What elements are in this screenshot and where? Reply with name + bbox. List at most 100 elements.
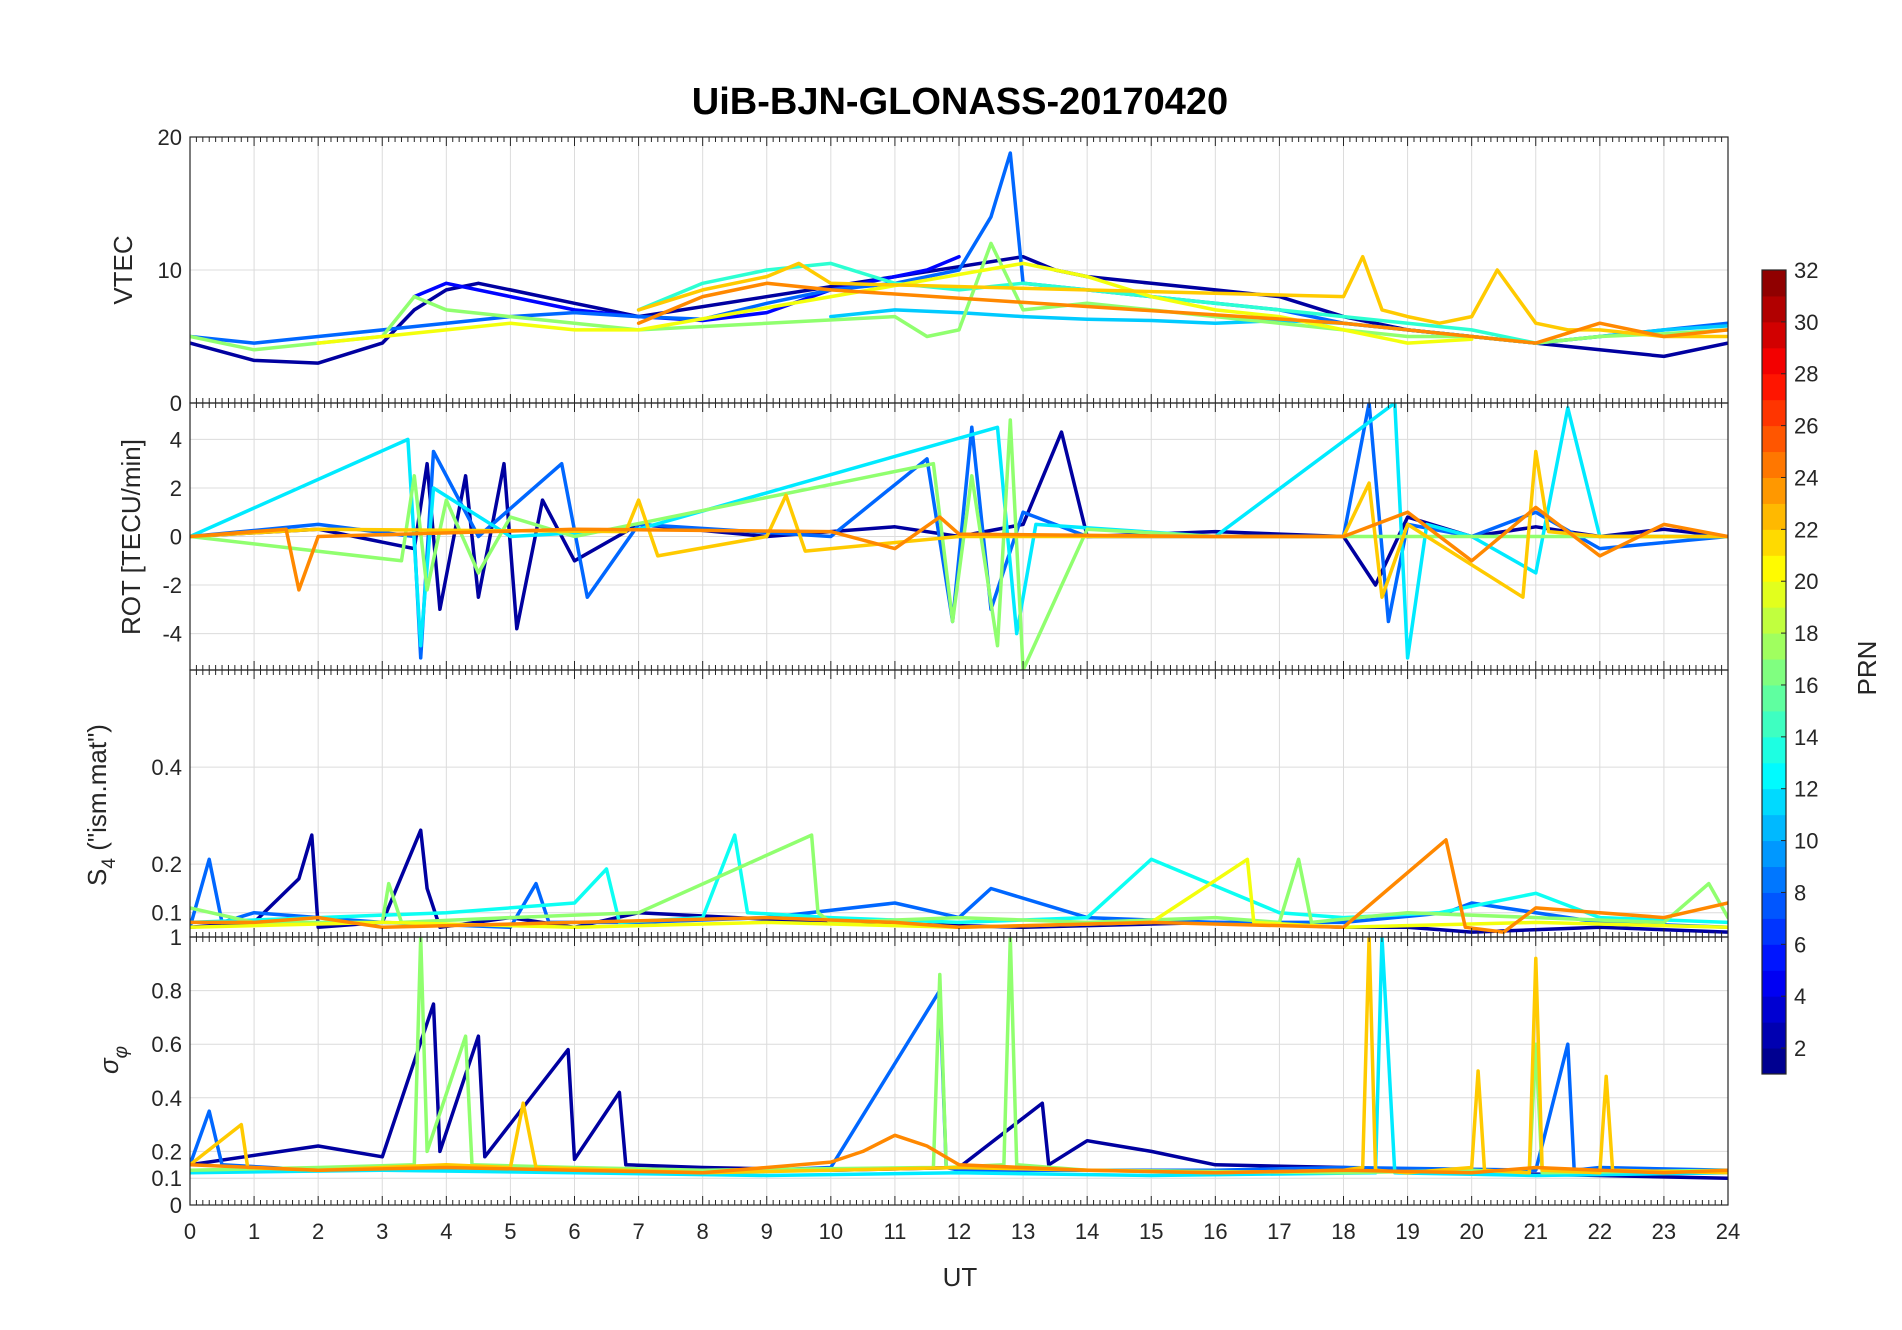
colorbar-label: PRN [1852,641,1882,696]
colorbar-band [1762,788,1786,816]
ytick-label-sigma: 0.6 [151,1032,182,1057]
colorbar-band [1762,762,1786,790]
xtick-label: 17 [1267,1219,1291,1244]
colorbar-tick-label: 2 [1794,1036,1806,1061]
ytick-label-rot: -4 [162,622,182,647]
ytick-label-rot: 4 [170,427,182,452]
ytick-label-sigma: 0.8 [151,979,182,1004]
colorbar-tick-label: 30 [1794,310,1818,335]
xtick-label: 10 [819,1219,843,1244]
ylabel-s4-main: S [82,869,112,886]
colorbar-band [1762,399,1786,427]
ytick-label-sigma: 0.2 [151,1139,182,1164]
colorbar-band [1762,633,1786,660]
ylabel-s4-sub: 4 [99,858,120,869]
series-group-rot [190,403,1728,670]
series-rot-prn-24 [190,505,1728,592]
ylabel-sigma-sub: φ [111,1046,132,1058]
ylabel-s4-rest: ("ism.mat") [82,724,112,858]
ytick-label-s4: 0.4 [151,755,182,780]
colorbar-band [1762,373,1786,401]
colorbar-tick-label: 16 [1794,673,1818,698]
colorbar-tick-label: 20 [1794,569,1818,594]
colorbar-band [1762,1022,1786,1049]
xlabel-ut: UT [943,1262,978,1292]
colorbar-tick-label: 24 [1794,465,1818,490]
xtick-label: 6 [568,1219,580,1244]
ytick-label-vtec: 0 [170,391,182,416]
series-group-sigma [190,937,1728,1180]
colorbar-band [1762,607,1786,634]
colorbar-band [1762,321,1786,349]
series-vtec-prn-20 [316,261,1474,345]
ytick-label-rot: -2 [162,573,182,598]
colorbar-band [1762,892,1786,919]
colorbar-band [1762,684,1786,712]
chart-title: UiB-BJN-GLONASS-20170420 [692,81,1228,123]
ylabel-vtec: VTEC [108,235,138,304]
colorbar-tick-label: 14 [1794,725,1818,750]
colorbar-band [1762,944,1786,971]
panel-s4: S4 ("ism.mat") 0.1 0.2 0.4 [82,669,1729,938]
xtick-label: 12 [947,1219,971,1244]
colorbar-tick-label: 28 [1794,362,1818,387]
colorbar-band [1762,425,1786,453]
xtick-label: 14 [1075,1219,1099,1244]
ytick-label-rot: 0 [170,525,182,550]
colorbar-tick-label: 26 [1794,414,1818,439]
colorbar-band [1762,295,1786,323]
colorbar-band [1762,996,1786,1023]
colorbar-band [1762,710,1786,738]
xtick-label: 2 [312,1219,324,1244]
colorbar-tick-label: 10 [1794,829,1818,854]
xtick-label: 13 [1011,1219,1035,1244]
colorbar-band [1762,451,1786,478]
colorbar-tick-label: 4 [1794,984,1806,1009]
xtick-label: 5 [504,1219,516,1244]
ytick-label-s4: 0.2 [151,852,182,877]
ytick-label-sigma: 0.4 [151,1086,182,1111]
colorbar-band [1762,503,1786,530]
colorbar-band [1762,529,1786,556]
xtick-label: 11 [883,1219,906,1244]
colorbar-tick-label: 8 [1794,880,1806,905]
series-group-s4 [190,828,1728,934]
series-group-vtec [190,151,1728,365]
xtick-label: 19 [1395,1219,1419,1244]
series-vtec-prn-24 [636,281,1728,345]
colorbar-band [1762,918,1786,945]
colorbar-band [1762,866,1786,893]
colorbar-frame [1761,269,1787,1075]
colorbar-tick-label: 32 [1794,258,1818,283]
colorbar-tick-label: 22 [1794,517,1818,542]
xtick-label: 24 [1716,1219,1740,1244]
colorbar-band [1762,270,1786,297]
ytick-label-sigma: 0.1 [151,1166,182,1191]
colorbar-band [1762,659,1786,686]
colorbar-band [1762,970,1786,997]
ytick-label-s4: 0.1 [151,901,182,926]
colorbar-band [1762,477,1786,504]
ytick-label-vtec: 10 [158,258,182,283]
xtick-label: 9 [761,1219,773,1244]
xtick-label: 0 [184,1219,196,1244]
xtick-label: 15 [1139,1219,1163,1244]
xtick-label: 23 [1652,1219,1676,1244]
ytick-label-sigma: 0 [170,1193,182,1218]
ytick-label-sigma: 1 [170,925,182,950]
series-sigma-prn-22 [190,937,1728,1175]
colorbar-band [1762,736,1786,764]
colorbar-tick-label: 12 [1794,777,1818,802]
colorbar-band [1762,840,1786,868]
series-s4-prn-24 [190,838,1728,934]
series-sigma-prn-2 [190,1002,1728,1180]
ylabel-rot: ROT [TECU/min] [116,439,146,635]
series-sigma-prn-24 [190,1133,1728,1175]
colorbar-band [1762,581,1786,608]
colorbar-tick-label: 6 [1794,932,1806,957]
series-rot-prn-8 [190,403,1728,660]
xtick-label: 7 [632,1219,644,1244]
